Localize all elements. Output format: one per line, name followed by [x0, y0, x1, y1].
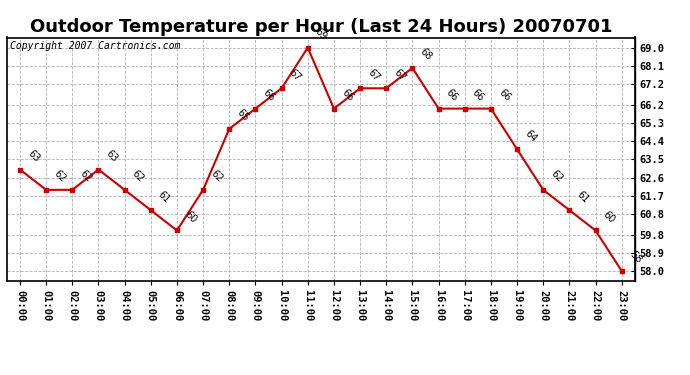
Text: 66: 66 [471, 87, 486, 103]
Text: 67: 67 [366, 67, 382, 83]
Text: 61: 61 [575, 189, 591, 205]
Text: 63: 63 [26, 148, 41, 164]
Title: Outdoor Temperature per Hour (Last 24 Hours) 20070701: Outdoor Temperature per Hour (Last 24 Ho… [30, 18, 612, 36]
Text: 66: 66 [497, 87, 512, 103]
Text: 60: 60 [601, 209, 617, 225]
Text: 66: 66 [261, 87, 277, 103]
Text: 62: 62 [78, 168, 94, 184]
Text: 68: 68 [418, 46, 434, 62]
Text: 60: 60 [183, 209, 198, 225]
Text: 63: 63 [104, 148, 120, 164]
Text: Copyright 2007 Cartronics.com: Copyright 2007 Cartronics.com [10, 41, 180, 51]
Text: 69: 69 [313, 26, 329, 42]
Text: 66: 66 [339, 87, 355, 103]
Text: 62: 62 [549, 168, 564, 184]
Text: 64: 64 [522, 128, 538, 144]
Text: 62: 62 [130, 168, 146, 184]
Text: 62: 62 [52, 168, 68, 184]
Text: 67: 67 [392, 67, 408, 83]
Text: 66: 66 [444, 87, 460, 103]
Text: 58: 58 [627, 250, 643, 266]
Text: 65: 65 [235, 108, 250, 123]
Text: 62: 62 [208, 168, 224, 184]
Text: 67: 67 [287, 67, 303, 83]
Text: 61: 61 [157, 189, 172, 205]
